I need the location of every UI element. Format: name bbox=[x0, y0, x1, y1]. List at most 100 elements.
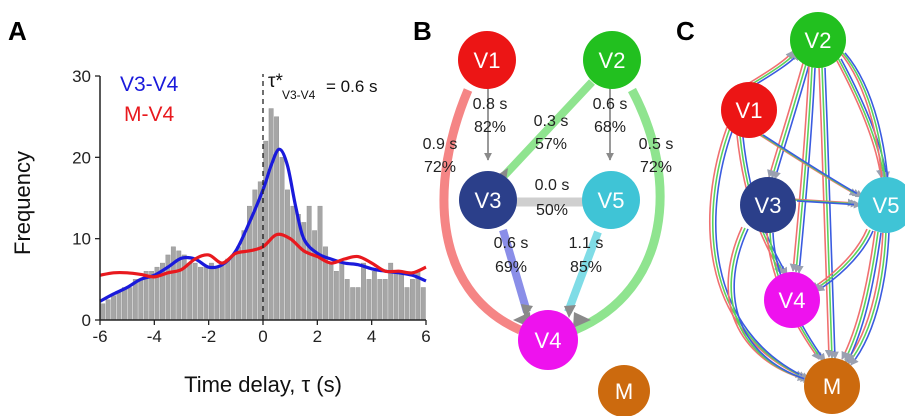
edge-strand-c bbox=[748, 50, 794, 84]
histogram-bar bbox=[410, 279, 415, 321]
network-diagram-c: V2 V1 V3 V5 V4 M bbox=[709, 12, 905, 414]
edge-v3-v4-b bbox=[499, 228, 531, 314]
tau-subscript: V3-V4 bbox=[282, 88, 316, 102]
histogram-bar bbox=[344, 279, 350, 321]
edge-strand-c bbox=[818, 66, 833, 358]
node-v2-c-label: V2 bbox=[805, 28, 832, 53]
node-v4-b: V4 bbox=[518, 310, 578, 370]
histogram-bar bbox=[279, 157, 285, 321]
tau-symbol: τ* bbox=[268, 71, 284, 92]
edge-label-v2-v4-percent: 72% bbox=[640, 159, 672, 176]
edge-v2-v4-b bbox=[573, 87, 665, 335]
edge-label-v2-v3-delay: 0.3 s bbox=[534, 113, 569, 130]
histogram-bar bbox=[236, 246, 241, 321]
edge-v1-v4-b bbox=[439, 88, 522, 335]
histogram-bar bbox=[317, 205, 323, 321]
node-v2-b: V2 bbox=[583, 31, 641, 89]
edge-label-v1-v3-percent: 82% bbox=[474, 119, 506, 136]
histogram-bar bbox=[214, 266, 220, 321]
edge-strand-c bbox=[795, 67, 816, 274]
edge-strand-c bbox=[709, 126, 804, 378]
x-ticks: -6 -4 -2 0 2 4 6 bbox=[92, 320, 431, 346]
edge-strand-c bbox=[844, 231, 879, 361]
x-tick-label: 2 bbox=[313, 327, 322, 346]
legend-v3-v4: V3-V4 bbox=[120, 73, 179, 96]
edge-strand-c bbox=[824, 67, 839, 360]
histogram-bar bbox=[333, 271, 339, 321]
node-v1-b: V1 bbox=[458, 31, 516, 89]
y-axis-label: Frequency bbox=[10, 151, 35, 255]
edge-label-v5-v4-delay: 1.1 s bbox=[569, 235, 604, 252]
y-tick-label: 10 bbox=[72, 230, 91, 249]
node-v5-c: V5 bbox=[858, 177, 905, 233]
histogram-bar bbox=[312, 230, 318, 321]
edge-label-v3-v4-delay: 0.6 s bbox=[494, 235, 529, 252]
node-v5-b-label: V5 bbox=[598, 188, 625, 213]
series-line-v3-v4 bbox=[99, 147, 427, 303]
histogram-bar bbox=[187, 262, 193, 321]
histogram-bar bbox=[382, 279, 388, 321]
histogram-bar bbox=[339, 262, 345, 321]
histogram-bar bbox=[122, 287, 127, 321]
x-tick-label: -2 bbox=[201, 327, 216, 346]
edge-strand-c bbox=[751, 51, 797, 85]
tau-annotation: τ* V3-V4 = 0.6 s bbox=[268, 71, 378, 102]
edge-strand-c bbox=[821, 66, 836, 359]
node-v4-c: V4 bbox=[764, 272, 820, 328]
arrowhead-v5-v4 bbox=[564, 305, 576, 318]
node-m-b-label: M bbox=[615, 379, 633, 404]
node-v5-b: V5 bbox=[582, 171, 640, 229]
edge-strand-c bbox=[770, 63, 807, 179]
histogram-bar bbox=[219, 262, 225, 321]
histogram-bar bbox=[371, 271, 377, 321]
edge-label-v2-v4-delay: 0.5 s bbox=[639, 136, 674, 153]
histogram-bar bbox=[306, 205, 312, 321]
histogram-bar bbox=[230, 254, 236, 321]
y-tick-label: 20 bbox=[72, 148, 91, 167]
histogram-bar bbox=[285, 189, 290, 321]
histogram-bar bbox=[290, 205, 296, 321]
histogram-chart: -6 -4 -2 0 2 4 6 0 10 20 30 Time delay, τ (s) Fre… bbox=[10, 67, 431, 397]
histogram-bar bbox=[366, 279, 372, 321]
edge-strand-c bbox=[773, 64, 810, 180]
histogram-bar bbox=[355, 287, 361, 321]
x-tick-label: -6 bbox=[92, 327, 107, 346]
edge-strand-c bbox=[767, 62, 804, 178]
edge-strand-c bbox=[841, 230, 876, 360]
edge-label-v1-v4-delay: 0.9 s bbox=[423, 136, 458, 153]
y-tick-label: 0 bbox=[82, 311, 91, 330]
node-v1-c: V1 bbox=[721, 82, 777, 138]
arrowhead-v2-v4 bbox=[573, 312, 591, 328]
arrowhead-v3-v4 bbox=[521, 304, 533, 318]
edge-label-v2-v5-percent: 68% bbox=[594, 119, 626, 136]
x-tick-label: 6 bbox=[421, 327, 430, 346]
edge-strand-c bbox=[792, 66, 813, 273]
histogram-bar bbox=[377, 279, 383, 321]
panel-label-b: B bbox=[413, 16, 432, 46]
edge-label-v5-v4-percent: 85% bbox=[570, 259, 602, 276]
histogram-bar bbox=[399, 271, 404, 321]
edge-strand-c bbox=[810, 228, 868, 290]
histogram-bar bbox=[420, 287, 426, 321]
edge-label-v2-v5-delay: 0.6 s bbox=[593, 96, 628, 113]
edge-label-v1-v3-delay: 0.8 s bbox=[473, 96, 508, 113]
histogram-bar bbox=[361, 262, 366, 321]
edge-strand-c bbox=[789, 66, 810, 272]
histogram-bar bbox=[170, 246, 176, 321]
edge-strand-c bbox=[847, 232, 882, 362]
diagram-c-edges bbox=[709, 50, 891, 383]
edge-strand-c bbox=[796, 200, 862, 209]
tau-value: = 0.6 s bbox=[326, 77, 378, 96]
edge-label-v2-v3-percent: 57% bbox=[535, 136, 567, 153]
edge-strand-c bbox=[816, 230, 874, 292]
x-tick-label: -4 bbox=[147, 327, 162, 346]
node-v3-c-label: V3 bbox=[755, 193, 782, 218]
histogram-bar bbox=[105, 299, 111, 321]
histogram-bar bbox=[393, 271, 399, 321]
edge-v5-v4-b bbox=[564, 230, 602, 314]
node-m-c-label: M bbox=[823, 374, 841, 399]
node-v1-b-label: V1 bbox=[474, 48, 501, 73]
node-m-b: M bbox=[598, 365, 650, 416]
histogram-bar bbox=[208, 262, 214, 321]
legend-m-v4: M-V4 bbox=[124, 103, 174, 126]
